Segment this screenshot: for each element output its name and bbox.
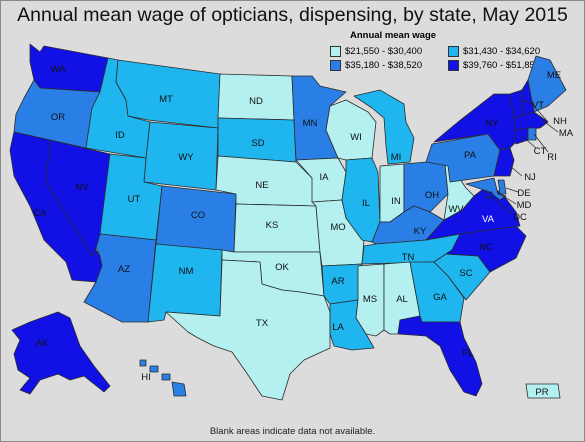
legend-item-bin-1: $21,550 - $30,400 [330, 46, 448, 57]
label-pa: PA [464, 150, 477, 161]
label-ny: NY [485, 118, 499, 129]
label-nh: NH [553, 116, 567, 127]
label-ct: CT [534, 146, 547, 157]
state-ma[interactable] [513, 111, 549, 131]
state-tx[interactable] [165, 259, 331, 401]
label-ks: KS [266, 220, 279, 231]
label-md: MD [517, 200, 532, 211]
state-pr[interactable] [525, 383, 561, 399]
label-vt: VT [532, 100, 544, 111]
label-nd: ND [249, 96, 263, 107]
label-nv: NV [75, 182, 89, 193]
label-wy: WY [178, 152, 194, 163]
label-la: LA [332, 322, 344, 333]
label-or: OR [51, 112, 65, 123]
legend-label: $35,180 - $38,520 [345, 60, 423, 71]
label-il: IL [362, 198, 370, 209]
label-fl: FL [462, 348, 473, 359]
state-fl[interactable] [397, 315, 483, 397]
label-tx: TX [256, 318, 269, 329]
legend-item-bin-3: $35,180 - $38,520 [330, 60, 448, 71]
state-ct[interactable] [513, 127, 529, 145]
state-in[interactable] [379, 163, 405, 223]
legend-label: $21,550 - $30,400 [345, 46, 423, 57]
label-va: VA [482, 214, 495, 225]
legend-swatch [448, 60, 459, 71]
label-ne: NE [255, 180, 268, 191]
state-ak[interactable] [11, 311, 111, 395]
state-nj[interactable] [493, 147, 515, 177]
label-tn: TN [402, 252, 415, 263]
label-nm: NM [179, 266, 194, 277]
label-de: DE [517, 188, 530, 199]
label-sd: SD [251, 138, 264, 149]
label-wa: WA [51, 64, 67, 75]
state-md[interactable] [465, 177, 507, 201]
legend-title: Annual mean wage [350, 30, 437, 41]
legend: Annual mean wage $21,550 - $30,400 $31,4… [330, 30, 580, 71]
label-mn: MN [303, 118, 318, 129]
label-az: AZ [118, 264, 130, 275]
state-hi[interactable] [139, 359, 187, 397]
state-de[interactable] [497, 179, 507, 195]
label-wv: WV [448, 204, 464, 215]
legend-swatch [448, 46, 459, 57]
label-co: CO [191, 210, 205, 221]
legend-swatch [330, 46, 341, 57]
label-ok: OK [275, 262, 289, 273]
label-ky: KY [414, 226, 427, 237]
label-mt: MT [159, 94, 173, 105]
label-sc: SC [459, 268, 472, 279]
label-ut: UT [128, 194, 141, 205]
label-ri: RI [547, 152, 557, 163]
state-nm[interactable] [147, 243, 223, 323]
state-ri[interactable] [527, 127, 537, 141]
state-wy[interactable] [143, 121, 219, 191]
legend-item-bin-2: $31,430 - $34,620 [448, 46, 566, 57]
label-ma: MA [559, 128, 574, 139]
state-mi[interactable] [353, 89, 415, 165]
label-dc: DC [513, 212, 527, 223]
footer-note: Blank areas indicate data not available. [209, 426, 376, 437]
label-ms: MS [363, 294, 377, 305]
state-il[interactable] [341, 157, 381, 243]
label-in: IN [391, 196, 401, 207]
label-ak: AK [36, 338, 49, 349]
legend-label: $31,430 - $34,620 [463, 46, 541, 57]
label-nc: NC [479, 242, 493, 253]
label-ia: IA [320, 172, 330, 183]
label-ca: CA [33, 208, 47, 219]
label-me: ME [547, 70, 561, 81]
label-mo: MO [330, 222, 345, 233]
label-pr: PR [535, 387, 548, 398]
label-wi: WI [350, 132, 362, 143]
label-nj: NJ [524, 172, 536, 183]
label-oh: OH [425, 190, 439, 201]
map-title: Annual mean wage of opticians, dispensin… [17, 4, 568, 26]
state-wa[interactable] [29, 43, 109, 93]
label-hi: HI [141, 372, 151, 383]
label-ar: AR [331, 276, 344, 287]
legend-item-bin-4: $39,760 - $51,850 [448, 60, 566, 71]
label-ga: GA [433, 292, 447, 303]
label-id: ID [115, 130, 125, 141]
legend-label: $39,760 - $51,850 [463, 60, 541, 71]
label-mi: MI [391, 152, 402, 163]
legend-swatch [330, 60, 341, 71]
label-al: AL [396, 294, 408, 305]
